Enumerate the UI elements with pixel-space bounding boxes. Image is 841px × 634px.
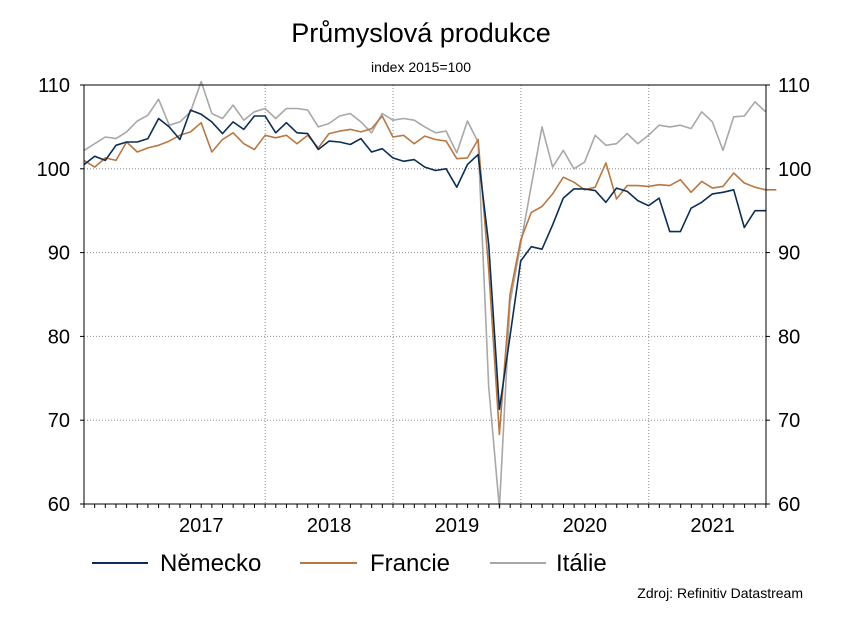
axis-layer: 60 60 70 70 80 80 90 90 100 100 110 110 2017 2018 2019… [37, 75, 812, 537]
y-tick-label-right: 90 [778, 243, 800, 265]
source-note: Zdroj: Refinitiv Datastream [637, 585, 803, 601]
y-tick-label-left: 100 [37, 159, 70, 181]
x-tick-label: 2021 [690, 515, 735, 537]
y-tick-label-right: 110 [778, 75, 810, 97]
y-tick-label-right: 100 [778, 159, 811, 181]
y-tick-label-left: 80 [48, 326, 70, 348]
y-tick-label-left: 90 [48, 243, 70, 265]
series-line-2 [83, 80, 767, 510]
chart-subtitle: index 2015=100 [371, 59, 471, 75]
y-tick-label-right: 70 [778, 410, 800, 432]
grid-layer [84, 85, 766, 504]
x-tick-label: 2017 [179, 515, 224, 537]
series-line-0 [83, 109, 766, 411]
x-tick-label: 2019 [435, 515, 480, 537]
y-tick-label-right: 60 [778, 494, 800, 516]
x-tick-label: 2020 [563, 515, 608, 537]
chart-title: Průmyslová produkce [291, 18, 551, 48]
legend-label-italie: Itálie [556, 550, 607, 577]
series-layer [83, 80, 777, 510]
legend: Německo Francie Itálie [92, 550, 607, 577]
y-tick-label-left: 110 [38, 75, 70, 97]
legend-label-nemecko: Německo [160, 550, 261, 577]
legend-label-francie: Francie [370, 550, 450, 577]
x-tick-label: 2018 [307, 515, 352, 537]
y-tick-label-right: 80 [778, 326, 800, 348]
plot-frame [83, 84, 767, 505]
series-line-1 [83, 115, 777, 436]
y-tick-label-left: 60 [48, 494, 70, 516]
y-tick-label-left: 70 [48, 410, 70, 432]
